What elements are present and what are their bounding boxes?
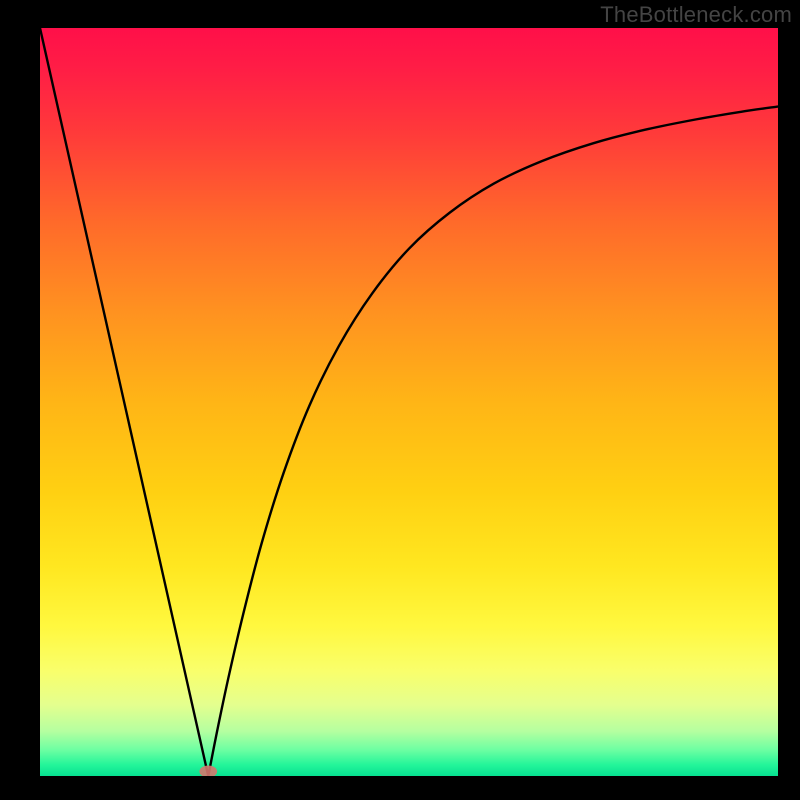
gradient-background bbox=[40, 28, 778, 776]
plot-area bbox=[40, 28, 778, 776]
plot-svg bbox=[40, 28, 778, 776]
chart-frame: TheBottleneck.com bbox=[0, 0, 800, 800]
watermark-text: TheBottleneck.com bbox=[600, 2, 792, 28]
